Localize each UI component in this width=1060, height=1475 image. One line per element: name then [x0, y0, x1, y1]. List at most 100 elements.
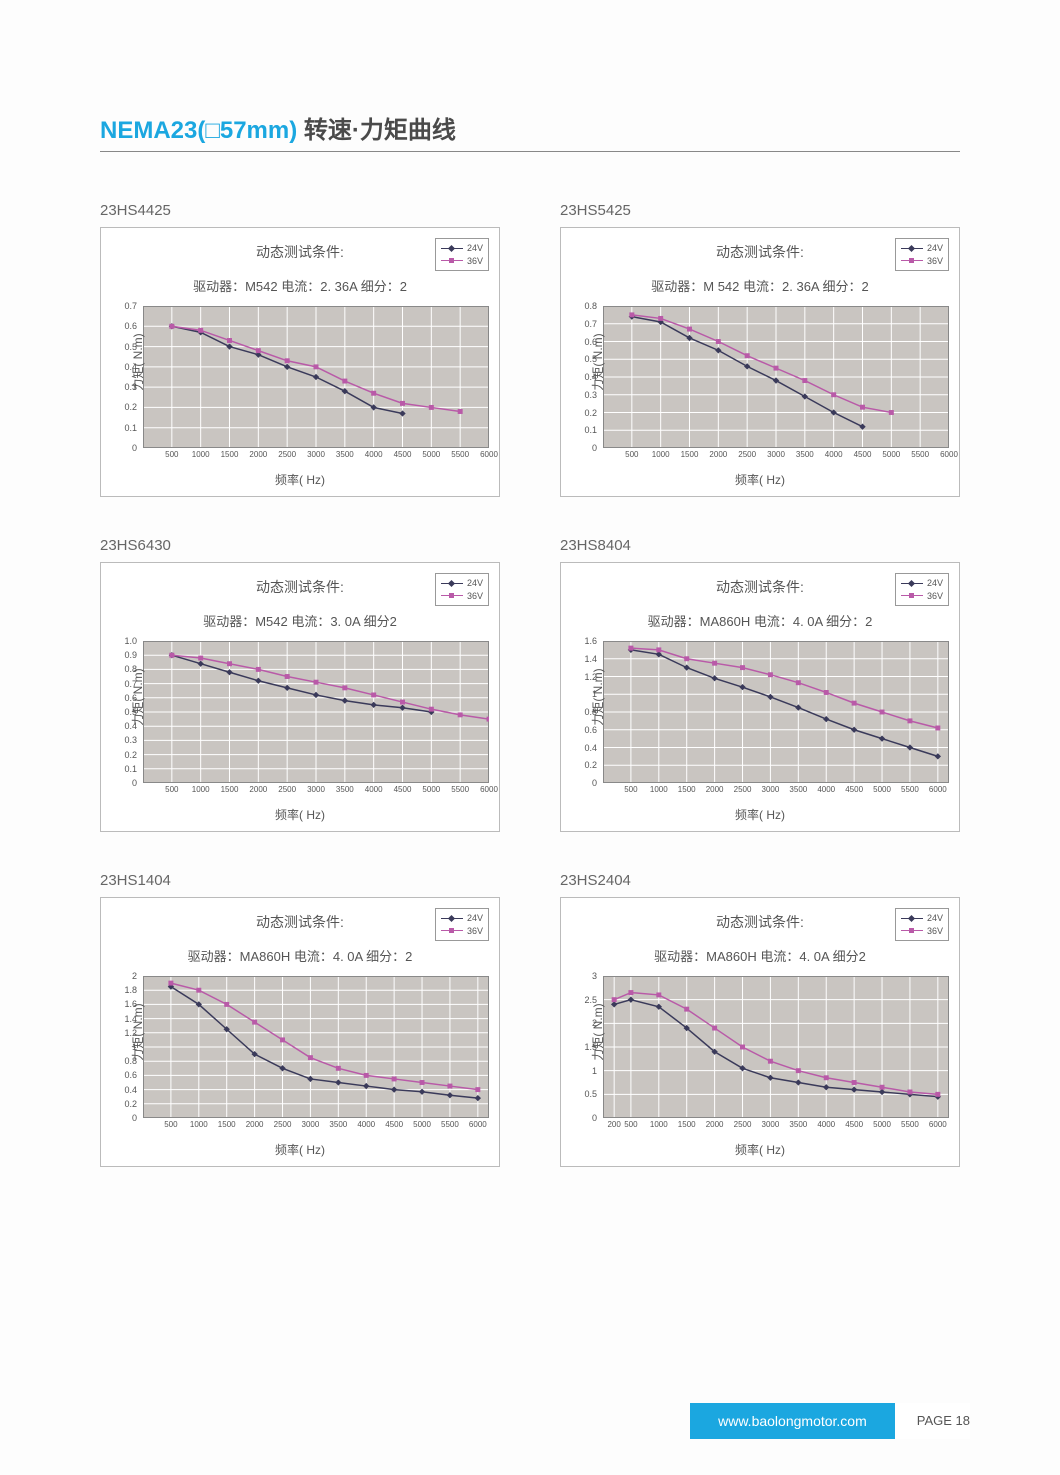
- legend: 24V36V: [435, 573, 489, 606]
- y-axis-label: 力矩( N.m): [589, 333, 606, 390]
- y-tick: 0.3: [124, 735, 137, 745]
- x-tick: 500: [165, 450, 178, 459]
- x-tick: 500: [165, 785, 178, 794]
- chart-box: 24V36V动态测试条件:驱动器：M542 电流：3. 0A 细分200.10.…: [100, 562, 500, 832]
- condition-line: 驱动器：MA860H 电流：4. 0A 细分2: [569, 946, 951, 965]
- legend-label-36v: 36V: [927, 925, 943, 938]
- legend: 24V36V: [895, 573, 949, 606]
- x-tick: 500: [624, 1120, 637, 1129]
- x-tick: 3000: [307, 785, 325, 794]
- title-prefix: NEMA23(: [100, 117, 205, 144]
- legend: 24V36V: [895, 908, 949, 941]
- legend-line-36v-icon: [901, 595, 923, 596]
- x-tick: 2000: [249, 450, 267, 459]
- chart-box: 24V36V动态测试条件:驱动器：M542 电流：2. 36A 细分：200.1…: [100, 227, 500, 497]
- legend-label-36v: 36V: [467, 255, 483, 268]
- x-tick: 2000: [246, 1120, 264, 1129]
- legend: 24V36V: [435, 238, 489, 271]
- x-tick: 4500: [385, 1120, 403, 1129]
- y-tick: 0.2: [124, 1099, 137, 1109]
- legend-line-36v-icon: [441, 595, 463, 596]
- x-tick: 5000: [422, 785, 440, 794]
- condition-line: 驱动器：MA860H 电流：4. 0A 细分：2: [569, 611, 951, 630]
- condition-title: 动态测试条件:: [569, 912, 951, 932]
- footer-page-number: PAGE 18: [895, 1403, 970, 1439]
- x-tick: 1000: [652, 450, 670, 459]
- x-tick: 6000: [940, 450, 958, 459]
- x-tick: 6000: [929, 1120, 947, 1129]
- y-axis-label: 力矩( N.m): [589, 668, 606, 725]
- x-tick: 4500: [394, 785, 412, 794]
- x-tick: 1500: [678, 785, 696, 794]
- x-tick: 4000: [817, 1120, 835, 1129]
- x-axis-label: 频率( Hz): [561, 471, 959, 488]
- x-tick: 5000: [413, 1120, 431, 1129]
- legend-line-36v-icon: [441, 260, 463, 261]
- x-tick: 5500: [451, 785, 469, 794]
- x-tick: 6000: [480, 450, 498, 459]
- x-tick: 6000: [929, 785, 947, 794]
- y-tick: 0.2: [124, 402, 137, 412]
- legend-label-36v: 36V: [927, 255, 943, 268]
- x-tick: 500: [624, 785, 637, 794]
- x-tick: 4500: [394, 450, 412, 459]
- x-tick: 1000: [190, 1120, 208, 1129]
- y-tick: 0.2: [584, 408, 597, 418]
- legend: 24V36V: [435, 908, 489, 941]
- y-tick: 1.4: [584, 654, 597, 664]
- y-tick: 0: [592, 443, 597, 453]
- x-tick: 2500: [274, 1120, 292, 1129]
- x-tick: 3000: [767, 450, 785, 459]
- legend-row-36v: 36V: [441, 590, 483, 603]
- x-tick: 4000: [357, 1120, 375, 1129]
- legend-line-24v-icon: [901, 248, 923, 249]
- x-tick: 3000: [762, 1120, 780, 1129]
- plot-area: [143, 976, 489, 1118]
- x-tick: 5500: [451, 450, 469, 459]
- x-axis-label: 频率( Hz): [101, 471, 499, 488]
- x-tick: 3500: [329, 1120, 347, 1129]
- y-tick: 1.0: [124, 636, 137, 646]
- x-ticks: 5001000150020002500300035004000450050005…: [603, 785, 949, 797]
- x-axis-label: 频率( Hz): [101, 1141, 499, 1158]
- model-label: 23HS6430: [100, 537, 500, 554]
- model-label: 23HS8404: [560, 537, 960, 554]
- plot-area: [143, 306, 489, 448]
- x-ticks: 5001000150020002500300035004000450050005…: [143, 785, 489, 797]
- chart-cell: 23HS840424V36V动态测试条件:驱动器：MA860H 电流：4. 0A…: [560, 537, 960, 832]
- title-size: □57mm): [205, 117, 297, 144]
- x-tick: 2500: [738, 450, 756, 459]
- x-tick: 3500: [336, 450, 354, 459]
- x-ticks: 5001000150020002500300035004000450050005…: [603, 450, 949, 462]
- x-tick: 1500: [681, 450, 699, 459]
- x-tick: 5000: [422, 450, 440, 459]
- x-ticks: 2005001000150020002500300035004000450050…: [603, 1120, 949, 1132]
- x-tick: 1000: [192, 785, 210, 794]
- y-tick: 0.8: [584, 301, 597, 311]
- x-tick: 3500: [789, 1120, 807, 1129]
- y-axis-label: 力矩( N.m): [129, 1003, 146, 1060]
- y-tick: 0.7: [124, 301, 137, 311]
- x-tick: 2000: [249, 785, 267, 794]
- chart-cell: 23HS6430 24V36V动态测试条件:驱动器：M542 电流：3. 0A 细…: [100, 537, 500, 832]
- x-tick: 2500: [278, 785, 296, 794]
- legend-line-36v-icon: [441, 930, 463, 931]
- x-tick: 1500: [678, 1120, 696, 1129]
- x-tick: 4500: [854, 450, 872, 459]
- chart-grid: 23HS442524V36V动态测试条件:驱动器：M542 电流：2. 36A …: [100, 202, 960, 1167]
- x-tick: 500: [625, 450, 638, 459]
- page-footer: www.baolongmotor.com PAGE 18: [690, 1403, 970, 1439]
- x-tick: 3000: [762, 785, 780, 794]
- legend-row-36v: 36V: [441, 255, 483, 268]
- y-tick: 0.2: [124, 750, 137, 760]
- x-tick: 5500: [911, 450, 929, 459]
- y-tick: 0.2: [584, 760, 597, 770]
- x-tick: 2500: [734, 785, 752, 794]
- legend-line-24v-icon: [901, 583, 923, 584]
- x-tick: 2500: [734, 1120, 752, 1129]
- x-tick: 5500: [441, 1120, 459, 1129]
- legend-label-24v: 24V: [927, 912, 943, 925]
- y-tick: 0: [592, 778, 597, 788]
- y-tick: 0.1: [584, 425, 597, 435]
- legend-label-36v: 36V: [467, 590, 483, 603]
